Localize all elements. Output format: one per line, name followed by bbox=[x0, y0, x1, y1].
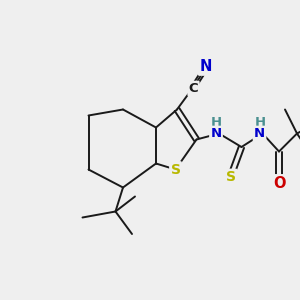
Text: N: N bbox=[199, 59, 212, 74]
Text: N: N bbox=[254, 127, 265, 140]
Text: H: H bbox=[211, 116, 222, 129]
Text: S: S bbox=[170, 163, 181, 176]
Text: S: S bbox=[226, 170, 236, 184]
Text: H: H bbox=[254, 116, 266, 129]
Text: N: N bbox=[210, 127, 222, 140]
Text: C: C bbox=[189, 82, 198, 95]
Text: O: O bbox=[273, 176, 285, 190]
